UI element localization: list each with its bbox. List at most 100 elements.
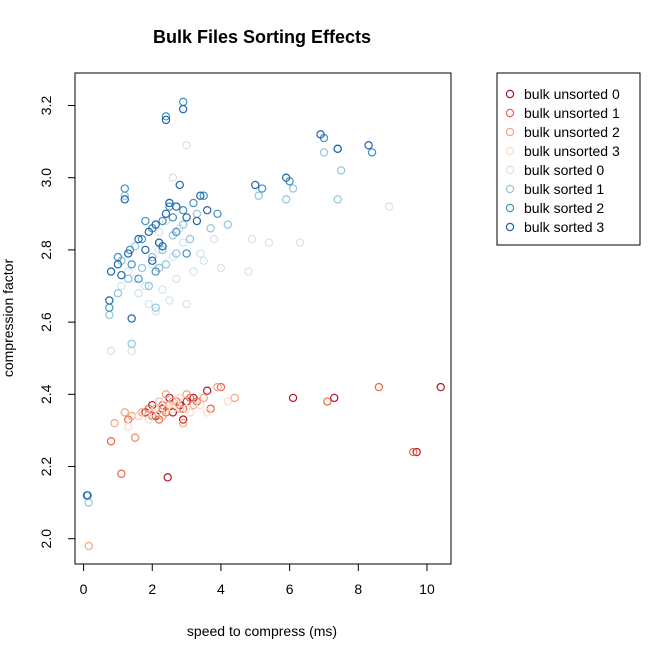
data-point xyxy=(230,393,239,403)
data-point xyxy=(192,209,202,219)
data-point xyxy=(182,299,191,309)
data-point xyxy=(288,184,298,193)
y-tick-label: 3.2 xyxy=(38,96,54,116)
data-point xyxy=(251,180,260,190)
legend-label: bulk sorted 2 xyxy=(524,200,604,216)
data-point xyxy=(247,234,257,244)
data-point xyxy=(364,141,373,150)
data-point xyxy=(257,184,267,193)
data-point xyxy=(199,191,208,200)
data-point xyxy=(161,112,171,121)
data-point xyxy=(137,234,147,244)
data-point xyxy=(124,267,133,276)
series-5 xyxy=(84,148,377,507)
data-point xyxy=(113,260,123,269)
y-tick-label: 2.0 xyxy=(38,529,54,549)
data-point xyxy=(203,205,212,215)
data-point xyxy=(148,408,157,417)
legend-label: bulk sorted 0 xyxy=(524,162,604,178)
series-7 xyxy=(82,104,373,500)
data-point xyxy=(192,216,202,226)
data-point xyxy=(182,249,191,258)
data-points xyxy=(82,97,445,551)
data-point xyxy=(178,220,188,229)
data-point xyxy=(124,422,133,432)
data-point xyxy=(105,296,114,305)
legend-marker xyxy=(505,203,515,213)
data-point xyxy=(323,397,332,406)
data-point xyxy=(384,202,394,211)
data-point xyxy=(281,195,291,204)
data-point xyxy=(154,227,164,237)
data-point xyxy=(244,267,253,276)
data-point xyxy=(82,491,92,500)
data-point xyxy=(196,249,205,258)
data-point xyxy=(141,245,150,255)
data-point xyxy=(178,238,188,247)
data-point xyxy=(161,209,171,219)
data-point xyxy=(144,415,154,424)
data-point xyxy=(144,281,154,291)
series-1 xyxy=(106,382,418,478)
data-point xyxy=(151,307,160,316)
data-point xyxy=(175,180,184,190)
y-axis: 2.0 2.2 2.4 2.6 2.8 3.0 3.2 xyxy=(38,96,75,549)
data-point xyxy=(254,191,263,200)
data-point xyxy=(158,216,167,226)
legend-label: bulk unsorted 3 xyxy=(524,143,620,159)
data-point xyxy=(175,393,184,403)
legend-marker xyxy=(505,165,515,175)
series-3 xyxy=(124,393,233,432)
data-point xyxy=(141,216,150,226)
series-4 xyxy=(106,141,394,356)
legend-label: bulk unsorted 0 xyxy=(524,86,620,102)
data-point xyxy=(223,220,233,229)
data-point xyxy=(172,249,181,258)
data-point xyxy=(168,173,178,182)
data-point xyxy=(144,227,154,237)
x-tick-label: 4 xyxy=(217,581,225,597)
data-point xyxy=(281,173,291,182)
data-point xyxy=(288,393,298,403)
data-point xyxy=(213,382,222,392)
data-point xyxy=(333,144,342,154)
data-point xyxy=(151,220,160,229)
legend-marker xyxy=(505,108,515,118)
data-point xyxy=(84,541,93,551)
data-point xyxy=(151,267,160,276)
data-point xyxy=(182,404,191,413)
data-point xyxy=(161,260,171,269)
data-point xyxy=(154,397,164,406)
y-tick-label: 2.4 xyxy=(38,384,54,404)
data-point xyxy=(106,346,116,356)
data-point xyxy=(185,234,195,244)
data-point xyxy=(120,408,129,417)
data-point xyxy=(172,274,181,283)
data-point xyxy=(117,281,126,291)
data-point xyxy=(316,130,325,139)
data-point xyxy=(196,400,205,410)
data-point xyxy=(178,104,188,114)
data-point xyxy=(127,339,136,348)
x-tick-label: 10 xyxy=(419,581,435,597)
data-point xyxy=(127,260,136,269)
legend-label: bulk sorted 3 xyxy=(524,219,604,235)
data-point xyxy=(223,397,233,406)
data-point xyxy=(178,205,188,215)
data-point xyxy=(124,249,133,258)
data-point xyxy=(436,382,445,392)
y-tick-label: 2.8 xyxy=(38,240,54,260)
y-tick-label: 3.0 xyxy=(38,168,54,188)
plot-frame xyxy=(74,72,452,565)
data-point xyxy=(182,141,191,150)
series-6 xyxy=(83,97,377,500)
data-point xyxy=(134,411,143,421)
legend-marker xyxy=(505,89,515,99)
data-point xyxy=(374,382,384,392)
data-point xyxy=(106,267,116,276)
legend-marker xyxy=(505,222,515,232)
data-point xyxy=(203,386,212,395)
data-point xyxy=(189,198,198,208)
x-tick-label: 2 xyxy=(148,581,156,597)
data-point xyxy=(199,393,208,403)
